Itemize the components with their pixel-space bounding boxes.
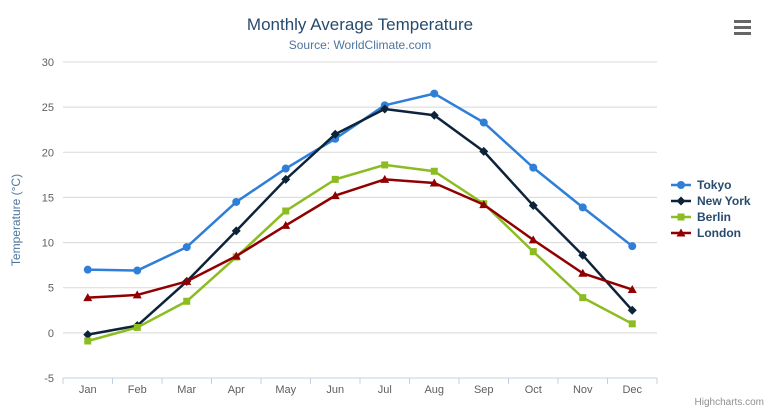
legend-marker-circle-icon [671, 181, 691, 189]
data-point-new-york[interactable] [627, 305, 637, 315]
legend-item-tokyo[interactable]: Tokyo [670, 177, 751, 193]
x-axis-label: Jan [79, 384, 97, 396]
data-point-tokyo[interactable] [232, 197, 241, 206]
data-point-tokyo[interactable] [430, 89, 439, 98]
x-axis-label: Jun [326, 384, 344, 396]
x-axis-label: Apr [228, 384, 245, 396]
data-point-new-york[interactable] [330, 129, 340, 139]
y-axis-label: 0 [48, 328, 54, 340]
data-point-berlin[interactable] [579, 294, 587, 302]
data-point-new-york[interactable] [281, 174, 291, 184]
y-axis-label: 15 [42, 192, 54, 204]
x-axis-label: Aug [424, 384, 444, 396]
hamburger-icon [734, 19, 752, 35]
series-line-berlin[interactable] [86, 163, 634, 343]
data-point-london[interactable] [380, 174, 390, 183]
context-menu-button[interactable] [731, 17, 755, 37]
series-line-new-york[interactable] [86, 107, 634, 336]
data-point-tokyo[interactable] [479, 118, 488, 127]
data-point-tokyo[interactable] [182, 243, 191, 252]
legend-symbol[interactable] [676, 196, 686, 206]
data-point-london[interactable] [479, 200, 489, 209]
data-point-berlin[interactable] [183, 297, 191, 305]
x-axis-label: May [275, 384, 296, 396]
y-axis-label: 20 [42, 147, 54, 159]
data-point-new-york[interactable] [380, 104, 390, 114]
legend-marker-square-icon [671, 213, 691, 221]
data-point-berlin[interactable] [84, 337, 92, 345]
x-axis-label: Sep [474, 384, 494, 396]
series-line-tokyo[interactable] [86, 92, 634, 272]
series-tokyo [83, 89, 637, 275]
data-point-berlin[interactable] [628, 320, 636, 328]
data-point-london[interactable] [182, 276, 192, 285]
data-point-new-york[interactable] [479, 146, 489, 156]
data-point-berlin[interactable] [430, 167, 438, 175]
legend-symbol[interactable] [677, 181, 685, 189]
data-point-new-york[interactable] [429, 110, 439, 120]
data-point-tokyo[interactable] [628, 242, 637, 251]
chart-title: Monthly Average Temperature [246, 15, 474, 34]
data-point-london[interactable] [627, 285, 637, 294]
series-line-london[interactable] [86, 178, 634, 299]
data-point-berlin[interactable] [381, 161, 389, 169]
x-axis-label: Dec [622, 384, 642, 396]
legend-label: London [697, 226, 741, 240]
data-point-new-york[interactable] [231, 226, 241, 236]
data-point-london[interactable] [231, 251, 241, 260]
data-point-new-york[interactable] [83, 330, 93, 340]
y-axis-label: 5 [48, 283, 54, 295]
legend-item-berlin[interactable]: Berlin [670, 209, 751, 225]
series-new-york [83, 104, 637, 340]
x-axis-label: Oct [525, 384, 542, 396]
credits-link[interactable]: Highcharts.com [694, 397, 764, 408]
data-point-london[interactable] [281, 220, 291, 229]
data-point-tokyo[interactable] [83, 265, 92, 274]
y-axis-title: Temperature (°C) [9, 173, 23, 267]
legend-label: New York [697, 194, 751, 208]
data-point-london[interactable] [429, 178, 439, 187]
legend: Tokyo New York Berlin London [670, 177, 751, 241]
data-point-london[interactable] [578, 268, 588, 277]
data-point-tokyo[interactable] [133, 266, 142, 275]
series-london [83, 174, 637, 302]
legend-label: Tokyo [697, 178, 732, 192]
legend-symbol[interactable] [676, 228, 686, 237]
data-point-new-york[interactable] [528, 201, 538, 211]
legend-marker-diamond-icon [671, 196, 691, 206]
x-axis-label: Mar [177, 384, 196, 396]
legend-item-new-york[interactable]: New York [670, 193, 751, 209]
y-axis-label: 10 [42, 238, 54, 250]
data-point-london[interactable] [330, 191, 340, 200]
data-point-new-york[interactable] [578, 250, 588, 260]
legend-item-london[interactable]: London [670, 225, 751, 241]
y-axis-label: -5 [44, 373, 54, 385]
x-axis-label: Feb [128, 384, 147, 396]
x-axis-label: Jul [378, 384, 392, 396]
data-point-tokyo[interactable] [578, 203, 587, 212]
y-axis-label: 25 [42, 102, 54, 114]
data-point-berlin[interactable] [529, 248, 537, 256]
y-axis-label: 30 [42, 57, 54, 69]
legend-marker-triangle-icon [671, 228, 691, 237]
data-point-london[interactable] [83, 293, 93, 302]
data-point-berlin[interactable] [282, 207, 290, 215]
data-point-london[interactable] [528, 235, 538, 244]
chart-subtitle: Source: WorldClimate.com [288, 38, 432, 52]
legend-label: Berlin [697, 210, 732, 224]
data-point-berlin[interactable] [133, 323, 141, 331]
x-axis-label: Nov [573, 384, 593, 396]
legend-symbol[interactable] [677, 213, 685, 221]
data-point-london[interactable] [132, 290, 142, 299]
data-point-berlin[interactable] [331, 175, 339, 183]
data-point-tokyo[interactable] [529, 163, 538, 172]
data-point-tokyo[interactable] [281, 164, 290, 173]
